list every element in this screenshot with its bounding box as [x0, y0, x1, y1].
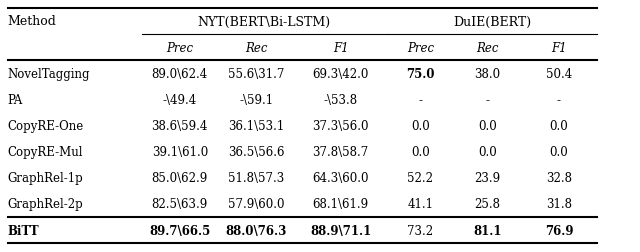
Text: 31.8: 31.8: [546, 198, 572, 211]
Text: 82.5\63.9: 82.5\63.9: [152, 198, 208, 211]
Text: Method: Method: [8, 15, 56, 28]
Text: 89.7\66.5: 89.7\66.5: [149, 224, 211, 237]
Text: PA: PA: [8, 93, 23, 106]
Text: 68.1\61.9: 68.1\61.9: [313, 198, 369, 211]
Text: -\53.8: -\53.8: [324, 93, 358, 106]
Text: -\49.4: -\49.4: [163, 93, 197, 106]
Text: 39.1\61.0: 39.1\61.0: [152, 146, 208, 159]
Text: 0.0: 0.0: [478, 146, 497, 159]
Text: 37.8\58.7: 37.8\58.7: [312, 146, 369, 159]
Text: -\59.1: -\59.1: [239, 93, 273, 106]
Text: 89.0\62.4: 89.0\62.4: [152, 68, 208, 80]
Text: 36.1\53.1: 36.1\53.1: [228, 119, 284, 133]
Text: NovelTagging: NovelTagging: [8, 68, 90, 80]
Text: Rec: Rec: [245, 41, 268, 54]
Text: 64.3\60.0: 64.3\60.0: [312, 172, 369, 184]
Text: 73.2: 73.2: [407, 224, 433, 237]
Text: -: -: [485, 93, 489, 106]
Text: 0.0: 0.0: [411, 146, 429, 159]
Text: CopyRE-Mul: CopyRE-Mul: [8, 146, 83, 159]
Text: 38.0: 38.0: [474, 68, 500, 80]
Text: 41.1: 41.1: [408, 198, 433, 211]
Text: DuIE(BERT): DuIE(BERT): [453, 15, 531, 28]
Text: Prec: Prec: [166, 41, 193, 54]
Text: Prec: Prec: [407, 41, 434, 54]
Text: 37.3\56.0: 37.3\56.0: [312, 119, 369, 133]
Text: 69.3\42.0: 69.3\42.0: [312, 68, 369, 80]
Text: 23.9: 23.9: [474, 172, 500, 184]
Text: GraphRel-1p: GraphRel-1p: [8, 172, 83, 184]
Text: 81.1: 81.1: [473, 224, 502, 237]
Text: Rec: Rec: [476, 41, 499, 54]
Text: 25.8: 25.8: [474, 198, 500, 211]
Text: 51.8\57.3: 51.8\57.3: [228, 172, 284, 184]
Text: 85.0\62.9: 85.0\62.9: [152, 172, 208, 184]
Text: 55.6\31.7: 55.6\31.7: [228, 68, 284, 80]
Text: 76.9: 76.9: [545, 224, 573, 237]
Text: 57.9\60.0: 57.9\60.0: [228, 198, 285, 211]
Text: -: -: [557, 93, 561, 106]
Text: BiTT: BiTT: [8, 224, 40, 237]
Text: 38.6\59.4: 38.6\59.4: [152, 119, 208, 133]
Text: 0.0: 0.0: [411, 119, 429, 133]
Text: 50.4: 50.4: [546, 68, 572, 80]
Text: 75.0: 75.0: [406, 68, 435, 80]
Text: -: -: [419, 93, 422, 106]
Text: 0.0: 0.0: [550, 119, 568, 133]
Text: F1: F1: [333, 41, 349, 54]
Text: 32.8: 32.8: [546, 172, 572, 184]
Text: 36.5\56.6: 36.5\56.6: [228, 146, 285, 159]
Text: 88.0\76.3: 88.0\76.3: [225, 224, 287, 237]
Text: 88.9\71.1: 88.9\71.1: [310, 224, 371, 237]
Text: NYT(BERT\Bi-LSTM): NYT(BERT\Bi-LSTM): [198, 15, 331, 28]
Text: 0.0: 0.0: [550, 146, 568, 159]
Text: GraphRel-2p: GraphRel-2p: [8, 198, 83, 211]
Text: CopyRE-One: CopyRE-One: [8, 119, 84, 133]
Text: 52.2: 52.2: [408, 172, 433, 184]
Text: F1: F1: [551, 41, 567, 54]
Text: 0.0: 0.0: [478, 119, 497, 133]
